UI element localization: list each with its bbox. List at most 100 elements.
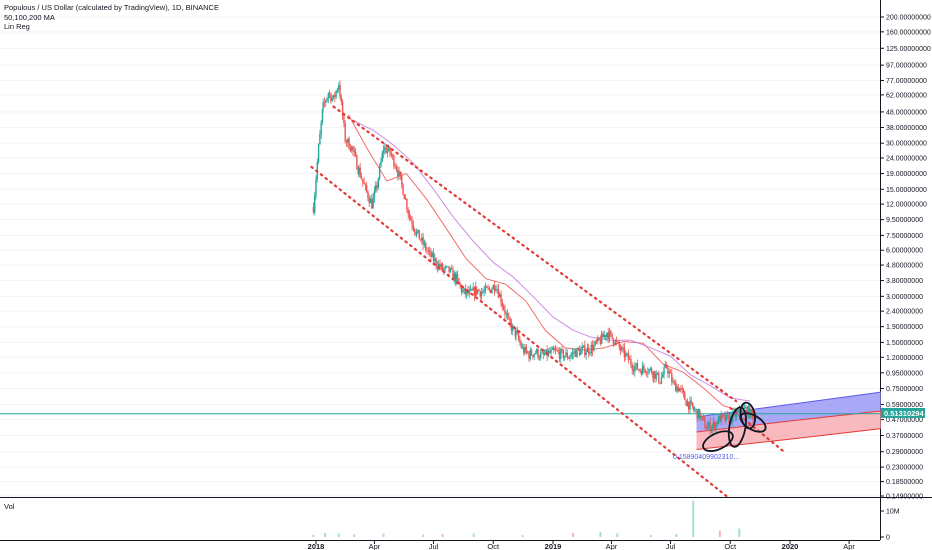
ellipse-marker xyxy=(702,430,734,452)
candle-body xyxy=(569,356,571,359)
y-tick-label: 6.00000000 xyxy=(886,248,923,255)
trend-channel[interactable] xyxy=(310,105,787,498)
x-tick-label: 2018 xyxy=(308,542,325,550)
candle-body xyxy=(412,225,415,230)
x-tick-label: Jul xyxy=(666,542,676,550)
candle-body xyxy=(356,155,358,170)
candle-body xyxy=(662,374,664,378)
candle-body xyxy=(323,102,326,104)
annotation-label[interactable]: 0.15890409902310... xyxy=(673,454,739,461)
candle-body xyxy=(509,318,511,324)
candle-body xyxy=(536,349,538,353)
volume-axis-ticks: 10M 0 xyxy=(880,509,900,542)
candle-body xyxy=(393,155,395,167)
candle-body xyxy=(697,409,700,419)
candle-body xyxy=(660,377,663,384)
chart-legend: Populous / US Dollar (calculated by Trad… xyxy=(4,3,219,32)
candle-body xyxy=(504,309,506,314)
candle-body xyxy=(385,147,387,154)
candle-body xyxy=(638,369,640,371)
candle-body xyxy=(743,408,746,409)
candle-body xyxy=(688,401,690,410)
candle-body xyxy=(469,289,472,291)
volume-label[interactable]: Vol xyxy=(4,502,15,511)
candle-body xyxy=(345,141,348,143)
candle-body xyxy=(607,332,609,339)
candle-body xyxy=(456,274,459,279)
candle-body xyxy=(444,266,446,269)
candle-body xyxy=(480,291,483,297)
y-tick-label: 200.00000000 xyxy=(886,15,931,22)
candle-body xyxy=(626,353,628,354)
candle-body xyxy=(335,91,337,97)
candle-body xyxy=(390,153,393,156)
candle-body xyxy=(422,237,424,245)
linreg-indicator-label[interactable]: Lin Reg xyxy=(4,22,30,31)
candle-body xyxy=(402,183,404,195)
candle-body xyxy=(664,364,667,368)
ma-indicator-label[interactable]: 50,100,200 MA xyxy=(4,12,55,22)
candle-body xyxy=(737,411,739,413)
candle-body xyxy=(618,341,620,348)
candle-body xyxy=(712,425,714,429)
candle-body xyxy=(742,408,744,415)
symbol-title[interactable]: Populous / US Dollar (calculated by Trad… xyxy=(4,3,219,12)
candle-body xyxy=(556,349,558,351)
y-tick-label: 0.75000000 xyxy=(886,386,923,393)
candle-body xyxy=(570,354,572,357)
candle-body xyxy=(408,213,411,218)
candle-body xyxy=(394,166,396,168)
candle-body xyxy=(482,291,484,293)
candle-body xyxy=(571,352,574,355)
candle-body xyxy=(532,355,534,357)
y-tick-label: 0.23000000 xyxy=(886,465,923,472)
y-tick-label: 19.00000000 xyxy=(886,171,927,178)
candle-body xyxy=(649,368,652,370)
volume-bars xyxy=(312,500,741,537)
candle-body xyxy=(492,285,494,290)
candle-body xyxy=(331,97,333,101)
candle-body xyxy=(669,371,672,374)
candle-body xyxy=(483,290,485,292)
candle-body xyxy=(364,184,367,186)
candle-body xyxy=(751,409,754,414)
candle-body xyxy=(347,138,349,143)
candle-body xyxy=(534,352,537,354)
candle-body xyxy=(576,348,578,357)
candle-body xyxy=(493,285,496,291)
candle-body xyxy=(380,161,382,167)
drawn-ellipses[interactable] xyxy=(700,401,769,455)
y-tick-label: 0.18500000 xyxy=(886,479,923,486)
candle-body xyxy=(339,84,341,98)
candle-body xyxy=(521,347,524,349)
candle-body xyxy=(692,407,694,410)
candle-body xyxy=(388,147,390,151)
candle-body xyxy=(673,381,676,383)
candle-body xyxy=(702,416,705,419)
x-tick-label: Apr xyxy=(843,542,855,550)
candle-body xyxy=(411,220,413,226)
candle-body xyxy=(581,347,583,350)
candle-body xyxy=(590,344,593,354)
last-price-value: 0.51310294 xyxy=(884,409,924,418)
candle-body xyxy=(322,102,324,110)
candle-body xyxy=(728,415,730,423)
candle-body xyxy=(577,348,580,350)
candle-body xyxy=(430,250,432,257)
candle-body xyxy=(550,349,552,353)
candle-body xyxy=(343,116,345,124)
candle-body xyxy=(588,347,590,354)
candle-body xyxy=(496,289,498,290)
candle-body xyxy=(635,363,637,367)
candle-body xyxy=(623,347,626,357)
candle-body xyxy=(399,171,402,176)
candle-body xyxy=(506,313,509,316)
candle-body xyxy=(502,306,505,310)
candle-body xyxy=(486,286,488,288)
y-tick-label: 3.80000000 xyxy=(886,278,923,285)
candle-body xyxy=(441,264,444,271)
candle-body xyxy=(613,344,615,345)
volume-bar xyxy=(472,533,475,537)
y-tick-label: 0.37000000 xyxy=(886,433,923,440)
